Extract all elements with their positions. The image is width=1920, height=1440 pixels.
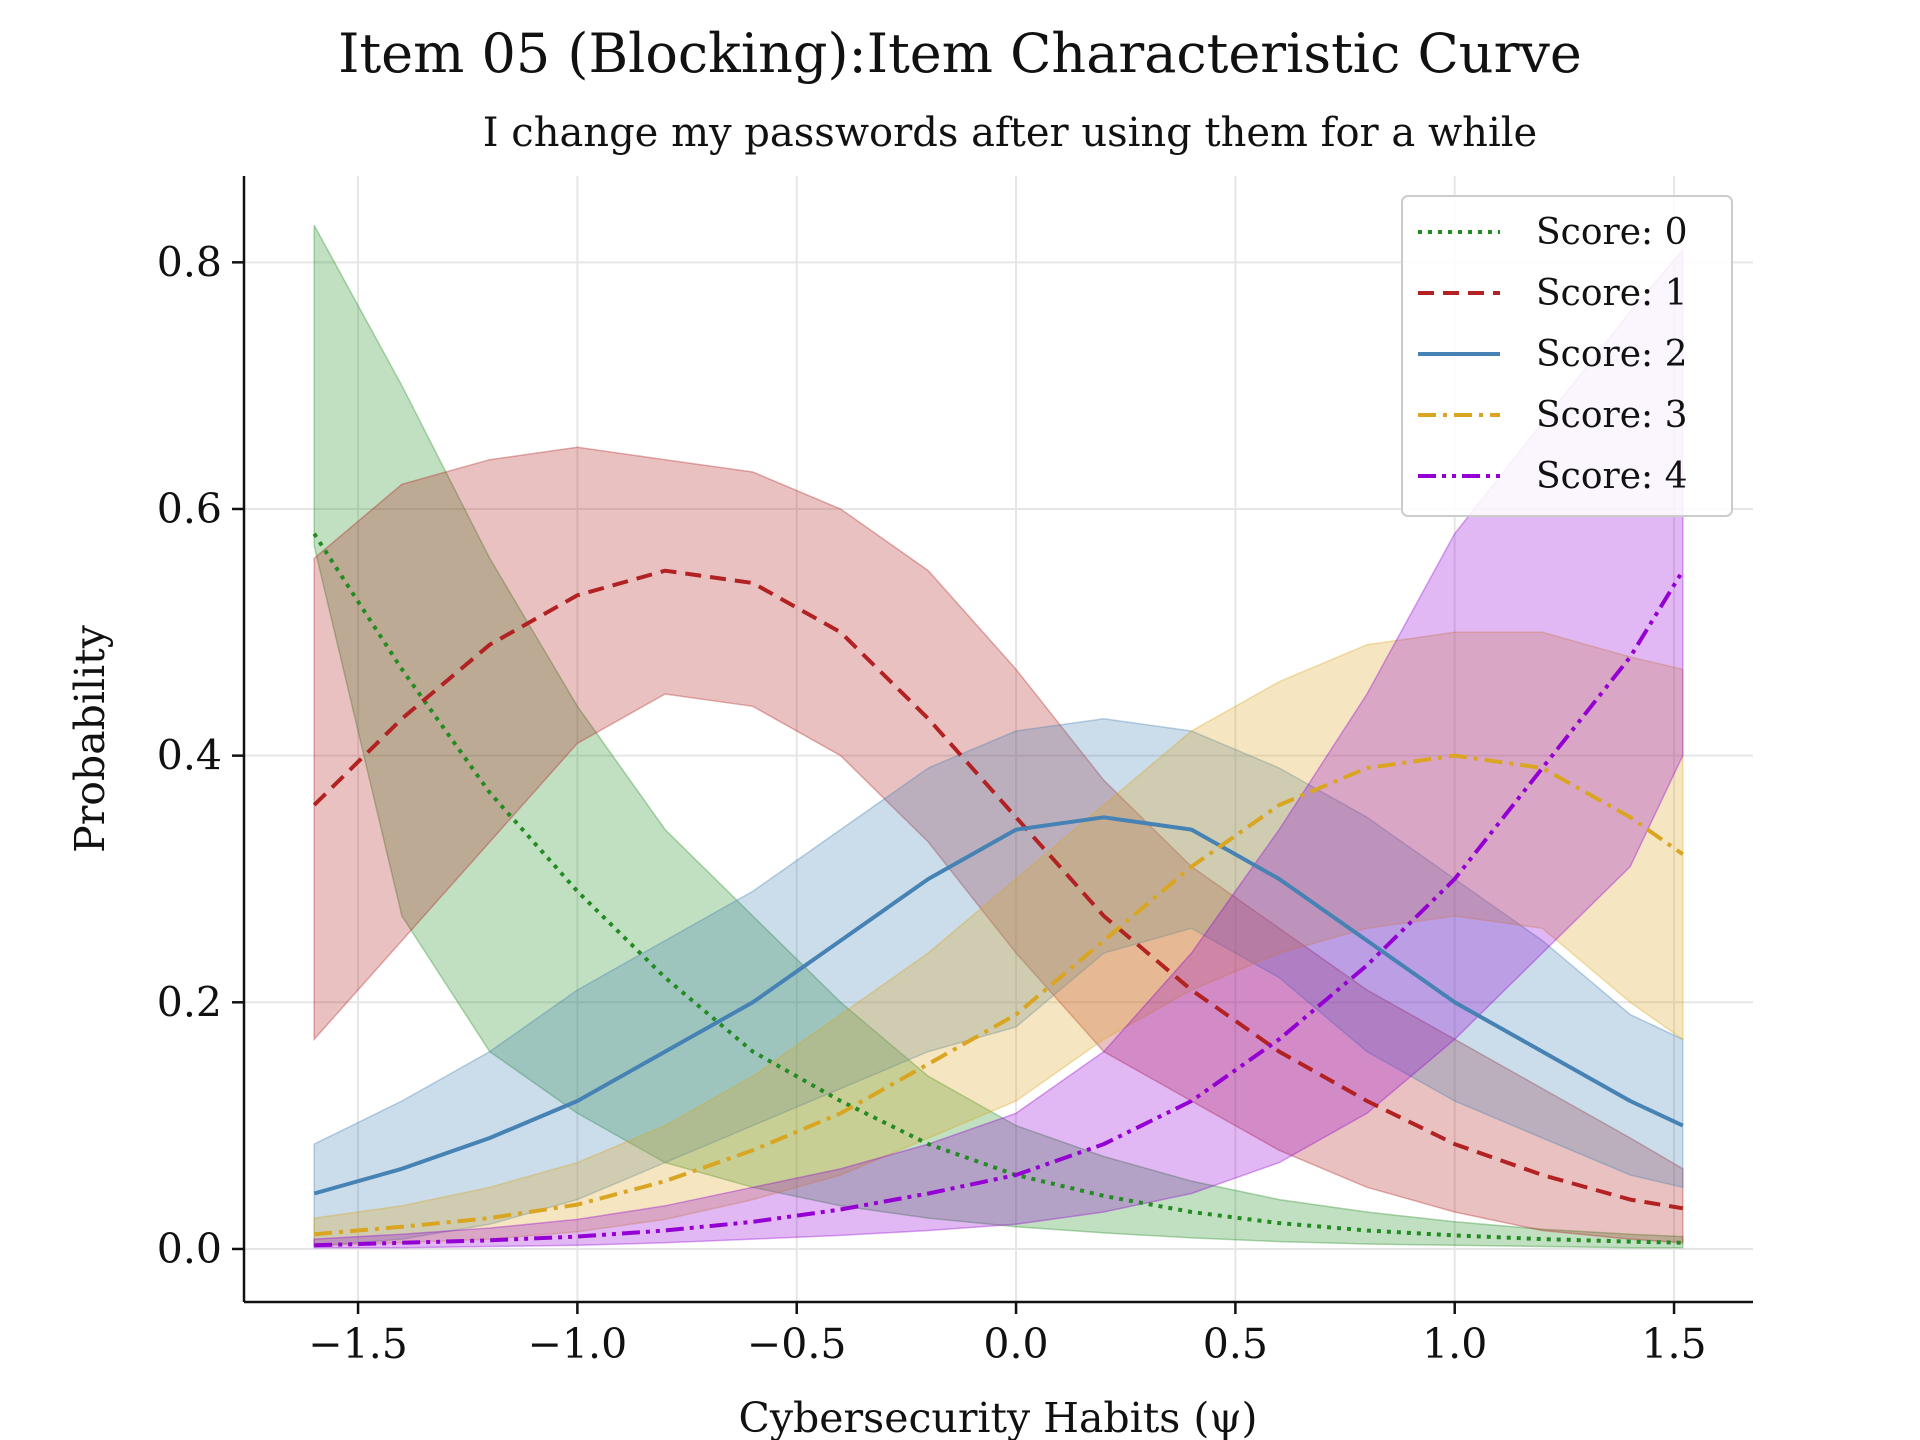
legend-label-score-4: Score: 4 — [1536, 456, 1688, 497]
y-tick-label: 0.2 — [157, 978, 222, 1026]
x-tick-label: 1.5 — [1641, 1320, 1706, 1368]
x-tick-label: 1.0 — [1422, 1320, 1487, 1368]
x-tick-label: 0.0 — [983, 1320, 1048, 1368]
x-tick-label: −0.5 — [747, 1320, 847, 1368]
line-score-4 — [314, 569, 1685, 1248]
legend-label-score-3: Score: 3 — [1536, 395, 1688, 436]
line-score-3 — [314, 753, 1684, 1237]
series-lines — [312, 532, 1685, 1248]
legend-label-score-2: Score: 2 — [1536, 334, 1688, 375]
y-tick-label: 0.0 — [157, 1225, 222, 1273]
y-tick-label: 0.6 — [157, 485, 222, 533]
chart-title: Item 05 (Blocking):Item Characteristic C… — [338, 22, 1582, 85]
confidence-bands — [313, 224, 1684, 1249]
x-tick-label: −1.0 — [528, 1320, 628, 1368]
x-tick-label: 0.5 — [1203, 1320, 1268, 1368]
band-score-2 — [313, 717, 1684, 1248]
band-score-0 — [313, 224, 1684, 1249]
x-tick-label: −1.5 — [308, 1320, 408, 1368]
legend-label-score-1: Score: 1 — [1536, 273, 1688, 314]
legend-box — [1401, 195, 1733, 517]
y-tick-label: 0.4 — [157, 732, 222, 780]
axes — [242, 176, 1753, 1304]
band-score-3 — [313, 631, 1684, 1247]
band-score-4 — [313, 247, 1684, 1249]
line-score-2 — [313, 815, 1684, 1196]
band-score-1 — [313, 446, 1684, 1244]
line-score-0 — [312, 532, 1683, 1245]
line-score-1 — [312, 568, 1684, 1211]
legend-label-score-0: Score: 0 — [1536, 212, 1688, 253]
chart-subtitle: I change my passwords after using them f… — [482, 110, 1538, 156]
y-tick-label: 0.8 — [157, 238, 222, 286]
y-axis-title: Probability — [66, 624, 114, 853]
x-axis-title: Cybersecurity Habits (ψ) — [739, 1394, 1258, 1440]
ticks: −1.5 −1.0 −0.5 0.0 0.5 1.0 1.5 0.0 0.2 0.4 0.6 0.8 — [157, 238, 1707, 1368]
legend: Score: 0 Score: 1 Score: 2 Score: 3 Score: 4 — [1401, 195, 1733, 517]
